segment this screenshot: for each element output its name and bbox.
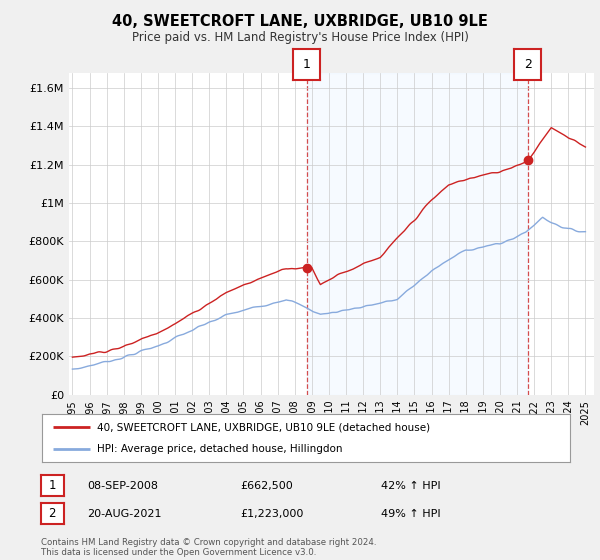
Text: 08-SEP-2008: 08-SEP-2008	[87, 480, 158, 491]
Text: 49% ↑ HPI: 49% ↑ HPI	[381, 508, 440, 519]
Text: Contains HM Land Registry data © Crown copyright and database right 2024.
This d: Contains HM Land Registry data © Crown c…	[41, 538, 376, 557]
Text: 2: 2	[49, 507, 56, 520]
Text: 2: 2	[524, 58, 532, 71]
Text: 40, SWEETCROFT LANE, UXBRIDGE, UB10 9LE: 40, SWEETCROFT LANE, UXBRIDGE, UB10 9LE	[112, 14, 488, 29]
Text: Price paid vs. HM Land Registry's House Price Index (HPI): Price paid vs. HM Land Registry's House …	[131, 31, 469, 44]
Text: £662,500: £662,500	[240, 480, 293, 491]
Text: 1: 1	[302, 58, 310, 71]
Text: 1: 1	[49, 479, 56, 492]
Bar	[307, 73, 528, 395]
Text: £1,223,000: £1,223,000	[240, 508, 304, 519]
Text: 42% ↑ HPI: 42% ↑ HPI	[381, 480, 440, 491]
Text: 20-AUG-2021: 20-AUG-2021	[87, 508, 161, 519]
Text: 40, SWEETCROFT LANE, UXBRIDGE, UB10 9LE (detached house): 40, SWEETCROFT LANE, UXBRIDGE, UB10 9LE …	[97, 422, 431, 432]
Text: HPI: Average price, detached house, Hillingdon: HPI: Average price, detached house, Hill…	[97, 444, 343, 454]
